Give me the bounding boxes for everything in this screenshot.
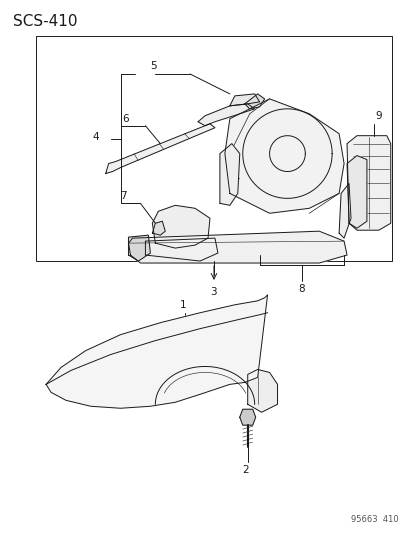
- Polygon shape: [346, 136, 390, 230]
- Polygon shape: [105, 124, 214, 173]
- Text: 3: 3: [209, 287, 216, 297]
- Polygon shape: [244, 94, 264, 109]
- Polygon shape: [338, 183, 350, 238]
- Polygon shape: [128, 235, 150, 261]
- Polygon shape: [239, 409, 255, 425]
- Polygon shape: [219, 144, 239, 205]
- Text: 9: 9: [375, 111, 382, 121]
- Text: 7: 7: [120, 191, 126, 201]
- Text: 4: 4: [92, 132, 98, 142]
- Polygon shape: [229, 94, 259, 106]
- Text: SCS-410: SCS-410: [13, 14, 78, 29]
- Polygon shape: [152, 205, 209, 248]
- Text: 95663  410: 95663 410: [350, 515, 398, 523]
- Polygon shape: [224, 99, 343, 213]
- Text: 5: 5: [150, 61, 156, 71]
- Text: 8: 8: [298, 284, 304, 294]
- Text: 6: 6: [121, 114, 128, 124]
- Polygon shape: [197, 104, 254, 126]
- Bar: [36, 36, 391, 261]
- Text: 2: 2: [242, 465, 249, 475]
- Polygon shape: [247, 369, 277, 412]
- Polygon shape: [145, 238, 217, 261]
- Polygon shape: [46, 295, 267, 408]
- Polygon shape: [152, 221, 165, 235]
- Polygon shape: [346, 156, 366, 228]
- Polygon shape: [128, 231, 346, 263]
- Text: 1: 1: [179, 300, 186, 310]
